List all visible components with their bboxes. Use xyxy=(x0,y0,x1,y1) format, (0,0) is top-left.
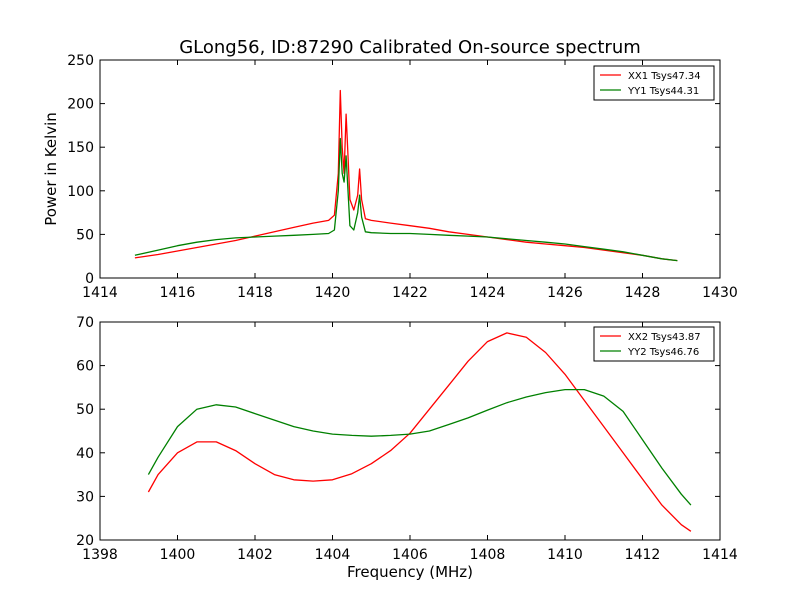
series-line-2 xyxy=(147,388,692,506)
legend-label: XX2 Tsys43.87 xyxy=(628,332,701,343)
bottom-x-axis-label: Frequency (MHz) xyxy=(347,563,473,581)
x-tick-label: 1410 xyxy=(547,547,583,563)
legend-label: YY2 Tsys46.76 xyxy=(627,347,699,358)
x-tick-label: 1402 xyxy=(237,547,273,563)
x-tick-label: 1400 xyxy=(160,547,196,563)
x-tick-label: 1428 xyxy=(625,285,661,301)
y-tick-label: 70 xyxy=(76,315,94,331)
x-tick-label: 1414 xyxy=(82,285,118,301)
legend-box xyxy=(593,326,715,362)
y-tick-label: 150 xyxy=(67,140,94,156)
chart-title: GLong56, ID:87290 Calibrated On-source s… xyxy=(179,37,641,58)
x-tick-label: 1406 xyxy=(392,547,428,563)
legend-label: XX1 Tsys47.34 xyxy=(628,71,701,82)
x-tick-label: 1422 xyxy=(392,285,428,301)
x-tick-label: 1420 xyxy=(315,285,351,301)
bottom-panel: 1398 1400 1402 1404 1406 1408 1410 1412 1414 20 30… xyxy=(76,315,738,563)
series-line-2 xyxy=(134,137,678,262)
y-tick-label: 200 xyxy=(67,97,94,113)
x-tick-label: 1418 xyxy=(237,285,273,301)
x-tick-label: 1404 xyxy=(315,547,351,563)
x-tick-label: 1416 xyxy=(160,285,196,301)
y-tick-label: 30 xyxy=(76,489,94,505)
x-tick-label: 1430 xyxy=(702,285,738,301)
y-tick-label: 50 xyxy=(76,227,94,243)
y-tick-label: 100 xyxy=(67,184,94,200)
x-tick-label: 1408 xyxy=(470,547,506,563)
y-tick-label: 250 xyxy=(67,53,94,69)
y-tick-label: 50 xyxy=(76,402,94,418)
x-tick-label: 1398 xyxy=(82,547,118,563)
y-tick-label: 20 xyxy=(76,533,94,549)
x-tick-label: 1414 xyxy=(702,547,738,563)
x-tick-label: 1424 xyxy=(470,285,506,301)
x-tick-label: 1426 xyxy=(547,285,583,301)
x-tick-label: 1412 xyxy=(625,547,661,563)
legend-label: YY1 Tsys44.31 xyxy=(627,86,699,97)
y-tick-label: 40 xyxy=(76,446,94,462)
top-y-axis-label: Power in Kelvin xyxy=(42,112,60,226)
top-panel: 1414 1416 1418 1420 1422 1424 1426 1428 1430 0 50 1… xyxy=(67,53,738,301)
y-tick-label: 0 xyxy=(85,271,94,287)
series-line-1 xyxy=(134,89,678,262)
legend-box xyxy=(593,65,715,101)
series-line-1 xyxy=(147,332,692,532)
y-tick-label: 60 xyxy=(76,359,94,375)
